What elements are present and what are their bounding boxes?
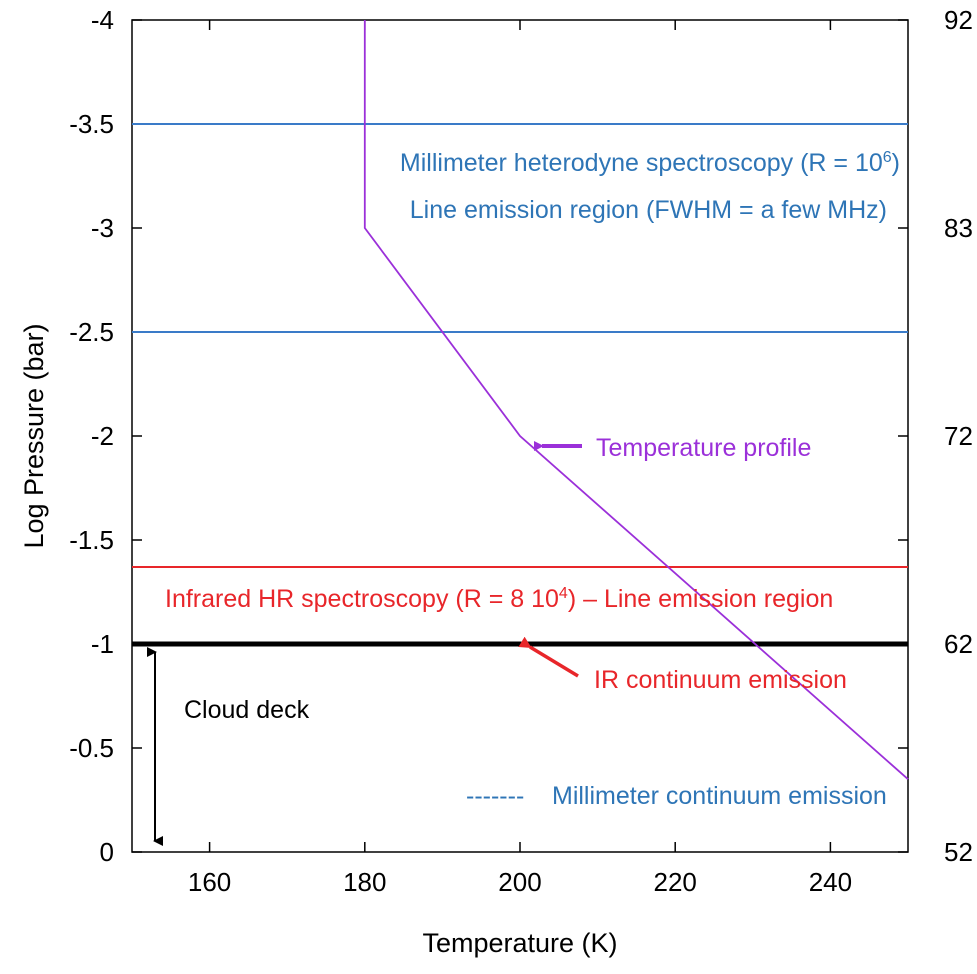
y-axis-title: Log Pressure (bar) [19, 323, 49, 548]
series-lines [363, 20, 909, 780]
x-tick-label: 180 [343, 867, 386, 897]
y-tick-label: -2 [91, 421, 114, 451]
y-tick-label: -1.5 [69, 525, 114, 555]
temperature-profile-annotation: Temperature profile [596, 434, 811, 462]
x-tick-labels: 160 180 200 220 240 [188, 867, 852, 897]
x-axis-title: Temperature (K) [422, 928, 617, 958]
mm-line-region-annotation: Line emission region (FWHM = a few MHz) [410, 196, 887, 224]
ir-hr-annotation: Infrared HR spectroscopy (R = 8 104) – L… [165, 585, 833, 613]
mm-heterodyne-annotation: Millimeter heterodyne spectroscopy (R = … [400, 149, 900, 177]
y-tick-label: 0 [100, 837, 114, 867]
cloud-deck-annotation: Cloud deck [184, 696, 310, 724]
mm-continuum-annotation: Millimeter continuum emission [552, 782, 887, 810]
x-tick-label: 240 [809, 867, 852, 897]
x-tick-label: 200 [498, 867, 541, 897]
series-temperature-profile [363, 20, 909, 780]
x-tick-label: 220 [654, 867, 697, 897]
y-tick-labels: 0 -0.5 -1 -1.5 -2 -2.5 -3 -3.5 -4 [69, 5, 114, 867]
ir-continuum-annotation: IR continuum emission [594, 666, 847, 694]
right-axis-label: 92 [944, 5, 973, 35]
y-tick-label: -2.5 [69, 317, 114, 347]
right-axis-label: 52 [944, 837, 973, 867]
x-tick-label: 160 [188, 867, 231, 897]
ir-continuum-arrow [518, 636, 579, 678]
right-axis-label: 72 [944, 421, 973, 451]
right-axis-label: 83 [944, 213, 973, 243]
y-tick-label: -0.5 [69, 733, 114, 763]
y-tick-label: -1 [91, 629, 114, 659]
right-axis-label: 62 [944, 629, 973, 659]
y-tick-label: -4 [91, 5, 114, 35]
y-tick-label: -3 [91, 213, 114, 243]
y-tick-label: -3.5 [69, 109, 114, 139]
right-axis-labels: 92 83 72 62 52 [944, 5, 973, 867]
mm-continuum-dash: ------- [466, 782, 524, 810]
